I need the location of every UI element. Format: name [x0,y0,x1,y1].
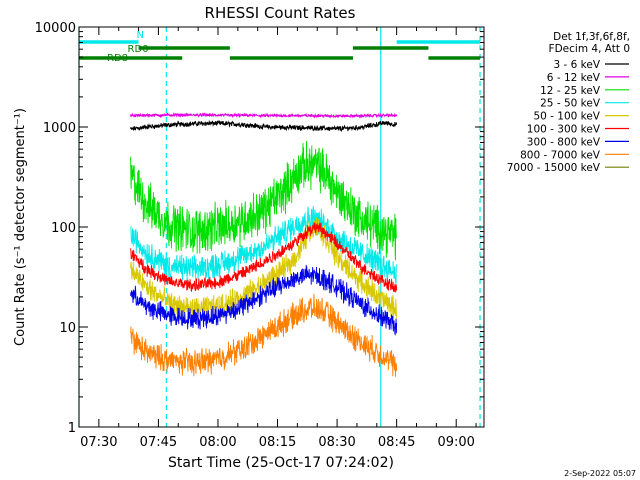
state-bar-label: RD0 [128,44,149,55]
date-stamp: 2-Sep-2022 05:07 [564,469,636,478]
legend-label: 6 - 12 keV [547,72,601,84]
x-tick-label: 08:30 [318,435,355,450]
plot-frame [78,26,485,428]
legend-label: 300 - 800 keV [527,136,601,148]
y-tick-label: 10 [59,321,76,336]
series-line-25-50-kev [130,206,398,284]
x-axis-label: Start Time (25-Oct-17 07:24:02) [168,455,394,471]
chart-title: RHESSI Count Rates [205,4,356,22]
x-tick-label: 07:30 [80,435,117,450]
y-tick-label: 1000 [43,121,76,136]
legend-label: 800 - 7000 keV [520,149,601,161]
legend-header: Det 1f,3f,6f,8f, [553,31,630,43]
series-line-50-100-kev [130,217,398,322]
series-line-6-12-kev [130,112,398,119]
legend-label: 25 - 50 keV [540,98,601,110]
series-line-800-7000-kev [130,293,398,377]
x-tick-label: 07:45 [140,435,177,450]
x-tick-label: 08:15 [259,435,296,450]
state-bar-label: N [137,30,144,41]
legend-label: 12 - 25 keV [540,85,601,97]
y-tick-label: 100 [51,221,76,236]
x-tick-label: 09:00 [437,435,474,450]
legend-label: 3 - 6 keV [553,59,600,71]
series-line-3-6-kev [130,119,398,133]
x-tick-label: 08:00 [199,435,236,450]
y-tick-label: 1 [68,421,76,436]
state-bar-label: RD8 [107,53,128,64]
legend-header: FDecim 4, Att 0 [549,43,630,55]
x-tick-label: 08:45 [378,435,415,450]
series-line-300-800-kev [130,264,398,336]
legend: Det 1f,3f,6f,8f,FDecim 4, Att 0 3 - 6 keV… [507,31,630,174]
series-line-100-300-kev [130,222,398,293]
legend-label: 7000 - 15000 keV [507,162,601,174]
legend-label: 50 - 100 keV [533,111,600,123]
y-axis-label: Count Rate (s⁻¹ detector segment⁻¹) [13,108,28,346]
y-tick-label: 10000 [35,21,76,36]
legend-label: 100 - 300 keV [527,124,601,136]
series-line-12-25-kev [130,140,397,261]
